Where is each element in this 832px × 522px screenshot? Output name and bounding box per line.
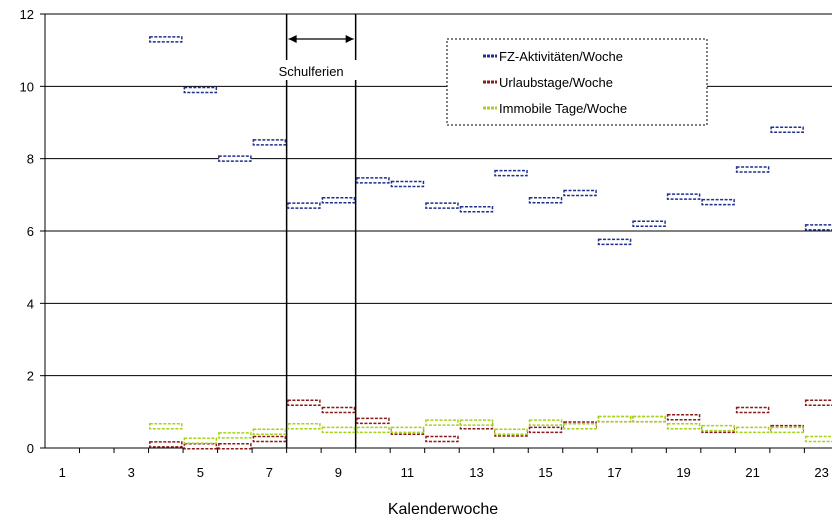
legend-label-1: FZ-Aktivitäten/Woche [499,49,623,64]
data-point [632,220,666,228]
data-point [528,197,563,204]
data-point [356,417,390,425]
x-tick-label-13: 13 [469,465,483,480]
data-point [321,426,356,434]
data-marks [149,36,832,450]
y-tick-label-2: 2 [27,369,34,384]
data-point [735,426,770,434]
y-tick-label-10: 10 [20,79,34,94]
data-point [149,441,183,448]
data-point [666,423,701,430]
y-tick-label-8: 8 [27,152,34,167]
data-point [563,423,597,430]
schulferien-arrow-head-right [345,35,354,43]
data-point [183,86,218,94]
data-point [701,424,735,432]
schulferien-annotation: Schulferien [276,14,367,448]
data-point [183,442,218,450]
data-point [494,169,528,177]
x-tick-label-23: 23 [814,465,828,480]
data-point [425,202,459,209]
y-tick-label-12: 12 [20,7,34,22]
data-point [390,426,425,434]
data-point [287,399,321,407]
data-point [528,419,563,426]
schulferien-label: Schulferien [279,64,344,79]
data-point [425,419,459,426]
data-point [149,423,183,430]
data-point [183,437,218,445]
x-axis-title: Kalenderwoche [388,501,498,518]
data-point [494,428,528,435]
data-point [735,406,770,414]
data-point [804,435,832,443]
x-tick-label-5: 5 [197,465,204,480]
data-point [770,426,804,434]
x-tick-label-17: 17 [607,465,621,480]
data-point [597,238,632,246]
data-point [287,202,321,209]
legend-box [446,38,708,126]
y-tick-label-6: 6 [27,224,34,239]
data-point [321,197,356,204]
x-tick-label-15: 15 [538,465,552,480]
data-point [425,435,459,443]
schulferien-label-bg [276,60,367,80]
x-tick-label-7: 7 [266,465,273,480]
data-point [356,177,390,184]
legend-label-3: Immobile Tage/Woche [499,101,627,116]
data-point [459,206,494,213]
data-point [218,442,252,450]
legend-label-2: Urlaubstage/Woche [499,75,613,90]
schulferien-arrow-head-left [288,35,297,43]
x-tick-label-19: 19 [676,465,690,480]
data-point [252,428,287,435]
data-point [218,432,252,439]
data-point [459,419,494,426]
data-point [666,414,701,421]
gridlines [45,13,832,377]
y-tick-label-4: 4 [27,296,34,311]
data-point [632,415,666,423]
data-point [252,435,287,443]
x-tick-label-9: 9 [335,465,342,480]
x-tick-label-1: 1 [59,465,66,480]
data-point [528,426,563,434]
legend: FZ-Aktivitäten/Woche Urlaubstage/Woche Imm… [446,38,708,126]
data-point [597,415,632,423]
data-point [149,36,183,43]
x-tick-label-11: 11 [401,465,415,480]
data-point [804,224,832,231]
y-tick-label-0: 0 [27,441,34,456]
data-point [356,426,390,434]
x-tick-label-3: 3 [128,465,135,480]
data-point [804,399,832,407]
x-tick-label-21: 21 [745,465,759,480]
series-1 [149,36,832,246]
data-point [666,193,701,200]
data-point [563,189,597,197]
data-point [735,166,770,173]
data-point [321,406,356,414]
data-point [701,198,735,206]
series-3 [149,415,832,445]
data-point [390,180,425,188]
data-point [770,126,804,133]
data-point [252,139,287,146]
data-point [287,423,321,430]
data-point [218,155,252,162]
